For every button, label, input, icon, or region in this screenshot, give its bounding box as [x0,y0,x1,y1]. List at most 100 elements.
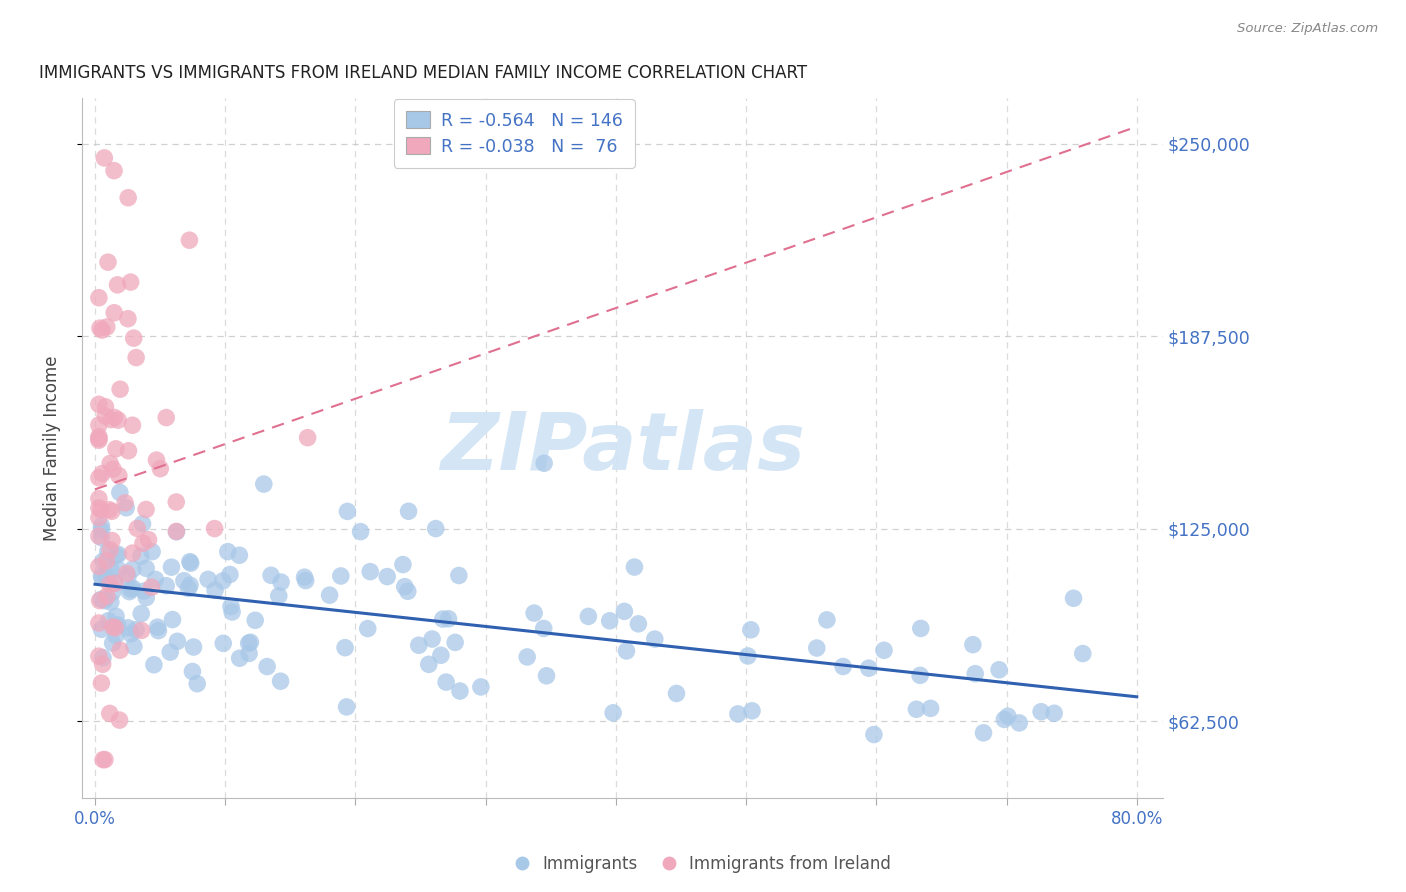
Point [627,616,650,631]
Point [993,713,1015,727]
Point [90,503,112,517]
Point [108,713,131,727]
Point [863,727,886,741]
Point [270,575,292,590]
Point [576,609,599,624]
Point [217,544,239,558]
Point [114,496,136,510]
Point [297,431,319,445]
Point [87,291,110,305]
Point [1008,715,1031,730]
Point [101,585,124,599]
Point [180,556,202,570]
Point [104,621,127,635]
Point [91,650,114,665]
Point [260,568,283,582]
Point [1043,706,1066,721]
Point [179,578,201,592]
Point [117,443,139,458]
Point [211,574,233,588]
Point [245,613,267,627]
Point [910,621,932,635]
Point [962,638,984,652]
Point [858,661,880,675]
Point [737,648,759,663]
Point [105,549,128,563]
Point [87,559,110,574]
Point [219,567,242,582]
Point [90,519,112,533]
Point [270,674,292,689]
Point [104,628,127,642]
Point [93,593,115,607]
Point [166,634,188,648]
Point [1063,591,1085,606]
Point [101,462,124,476]
Point [87,529,110,543]
Point [120,275,142,289]
Point [101,620,124,634]
Legend: R = -0.564   N = 146, R = -0.038   N =  76: R = -0.564 N = 146, R = -0.038 N = 76 [394,99,634,168]
Point [107,413,129,427]
Point [359,565,381,579]
Point [87,430,110,444]
Point [516,649,538,664]
Point [108,643,131,657]
Point [115,566,138,581]
Point [131,516,153,531]
Point [294,574,316,588]
Point [238,647,260,661]
Point [91,554,114,568]
Point [204,522,226,536]
Point [115,500,138,515]
Point [160,560,183,574]
Point [103,410,125,425]
Point [108,485,131,500]
Point [162,613,184,627]
Point [131,624,153,638]
Point [101,533,124,548]
Point [98,542,121,557]
Point [121,581,143,595]
Point [122,640,145,654]
Point [91,467,114,481]
Point [100,595,122,609]
Point [536,669,558,683]
Point [375,569,398,583]
Point [97,255,120,269]
Point [145,453,167,467]
Point [141,544,163,558]
Point [418,657,440,672]
Point [87,432,110,446]
Point [665,686,688,700]
Point [103,306,125,320]
Point [135,591,157,605]
Point [87,418,110,433]
Point [221,605,243,619]
Point [97,614,120,628]
Point [107,547,129,561]
Point [186,676,208,690]
Point [89,321,111,335]
Point [135,561,157,575]
Point [148,624,170,638]
Point [1029,705,1052,719]
Point [125,623,148,637]
Point [100,562,122,576]
Point [432,612,454,626]
Point [329,569,352,583]
Text: ZIPatlas: ZIPatlas [440,409,804,487]
Point [197,572,219,586]
Point [965,666,987,681]
Point [267,589,290,603]
Point [98,457,121,471]
Point [87,491,110,506]
Point [91,323,114,337]
Point [120,582,142,597]
Point [121,546,143,560]
Point [96,589,118,603]
Point [94,569,117,583]
Point [90,524,112,538]
Point [155,410,177,425]
Point [447,568,470,582]
